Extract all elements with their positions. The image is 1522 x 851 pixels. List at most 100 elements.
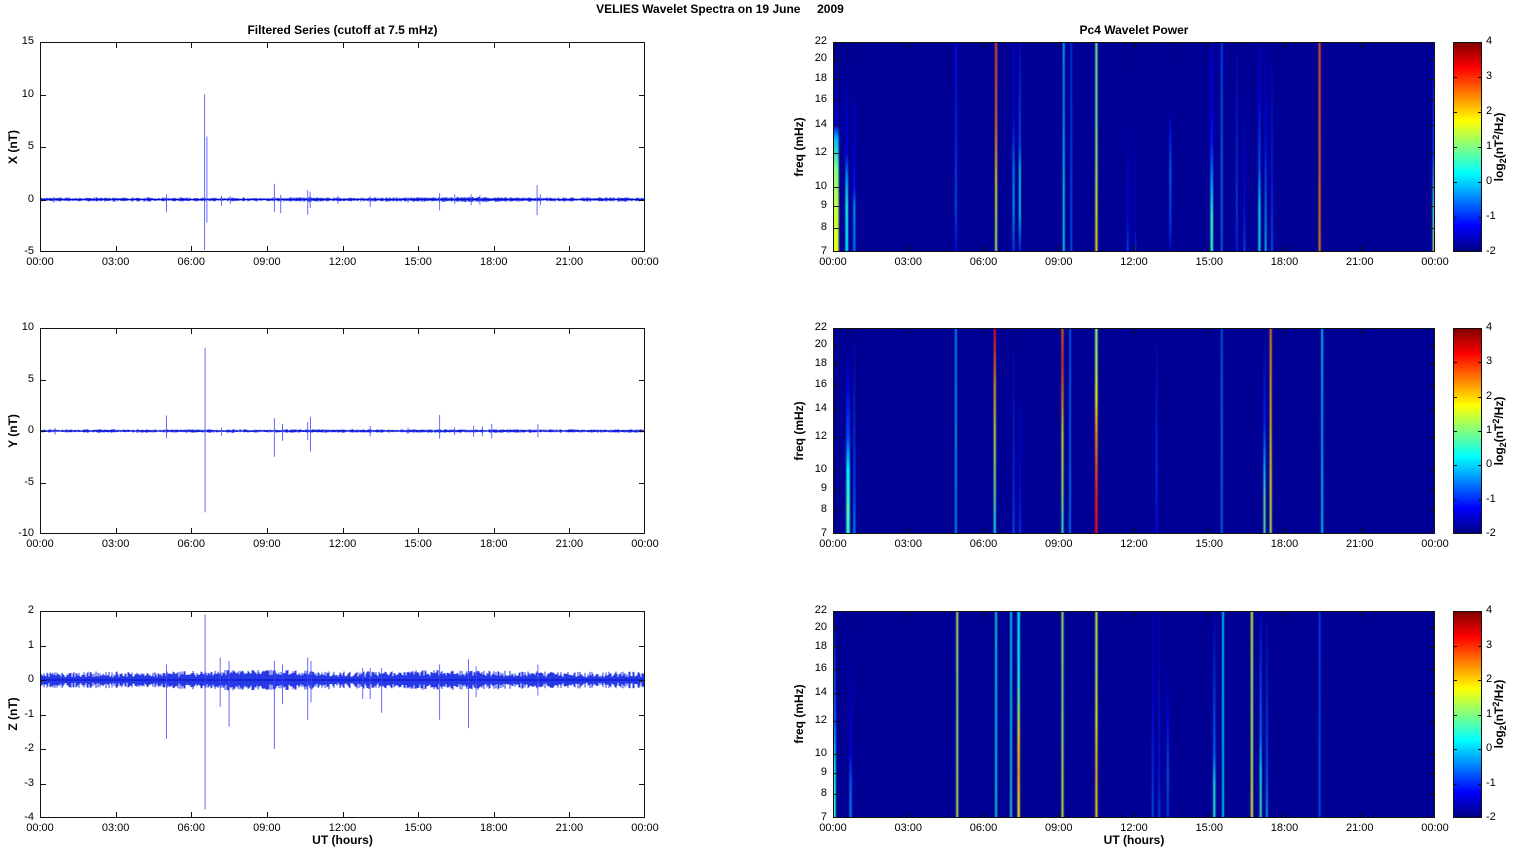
- colorbar-tick-label: 3: [1486, 355, 1493, 368]
- freq-tick-label: 20: [814, 621, 827, 634]
- y-tick-label: 15: [21, 35, 34, 47]
- colorbar-tick-label: 4: [1486, 321, 1493, 333]
- x-tick-label: 12:00: [328, 538, 357, 550]
- freq-tick-label: 16: [814, 378, 827, 391]
- figure-suptitle: VELIES Wavelet Spectra on 19 June 2009: [596, 2, 844, 16]
- x-tick-label: 12:00: [1120, 822, 1148, 834]
- freq-tick-label: 12: [814, 713, 827, 726]
- freq-tick-label: 18: [814, 640, 827, 653]
- freq-tick-label: 18: [814, 71, 827, 84]
- x-tick-label: 06:00: [177, 256, 206, 268]
- x-tick-label: 00:00: [26, 256, 54, 268]
- x-tick-label: 18:00: [479, 822, 508, 834]
- y-tick-label: 10: [21, 87, 34, 100]
- y-wavelet-svg: [833, 328, 1435, 535]
- colorbar-tick-label: -1: [1486, 776, 1496, 789]
- colorbar-tick-label: 3: [1486, 70, 1493, 82]
- colorbar-tick-label: -2: [1486, 245, 1496, 257]
- y-series-plot: [39, 328, 646, 535]
- x-tick-label: 09:00: [1044, 256, 1073, 268]
- x-tick-label: 12:00: [328, 256, 357, 268]
- x-tick-label: 12:00: [1120, 256, 1148, 268]
- x-tick-label: 06:00: [969, 538, 998, 550]
- freq-tick-label: 7: [820, 811, 827, 823]
- colorbar-tick-label: -1: [1486, 210, 1496, 222]
- freq-tick-label: 10: [814, 746, 827, 759]
- x-tick-label: 15:00: [1195, 538, 1224, 550]
- y-tick-label: -10: [18, 527, 34, 539]
- y-tick-label: 0: [27, 424, 34, 436]
- freq-tick-label: 9: [820, 198, 827, 211]
- z-wavelet-plot: [833, 611, 1435, 819]
- y-wavelet-colorbar-svg: [1453, 328, 1482, 534]
- x-tick-label: 00:00: [631, 822, 659, 834]
- x-tick-label: 03:00: [894, 256, 923, 268]
- colorbar-tick-label: -1: [1486, 492, 1496, 505]
- x-tick-label: 21:00: [555, 538, 584, 550]
- x-tick-label: 15:00: [1195, 822, 1224, 834]
- x-tick-label: 18:00: [1270, 822, 1299, 834]
- x-tick-label: 21:00: [1345, 538, 1374, 550]
- freq-tick-label: 20: [814, 338, 827, 351]
- x-tick-label: 03:00: [894, 822, 923, 834]
- freq-tick-label: 8: [820, 220, 827, 233]
- x-tick-label: 00:00: [819, 822, 847, 834]
- x-tick-label: 21:00: [1345, 822, 1374, 834]
- freq-tick-label: 22: [814, 321, 827, 333]
- freq-tick-label: 14: [814, 402, 827, 415]
- x-tick-label: 09:00: [253, 822, 281, 834]
- z-series-svg: [39, 611, 646, 819]
- x-tick-label: 18:00: [479, 256, 508, 268]
- wavelet-events: [834, 43, 1434, 251]
- freq-tick-label: 9: [820, 481, 827, 494]
- x-tick-label: 09:00: [1044, 822, 1073, 834]
- freq-tick-label: 14: [814, 117, 827, 130]
- x-tick-label: 09:00: [253, 538, 281, 550]
- z-series-plot: [39, 611, 646, 819]
- x-tick-label: 15:00: [404, 822, 432, 834]
- y-wavelet-colorbar: [1453, 328, 1482, 534]
- freq-tick-label: 12: [814, 146, 827, 159]
- colorbar-tick-label: 0: [1486, 742, 1493, 754]
- ut-hours-label-left: UT (hours): [312, 833, 373, 847]
- colorbar-tick-label: 0: [1486, 458, 1493, 471]
- x-tick-label: 21:00: [555, 256, 584, 268]
- x-tick-label: 00:00: [631, 538, 659, 550]
- x-tick-label: 21:00: [1345, 256, 1374, 268]
- x-tick-label: 06:00: [177, 822, 206, 834]
- freq-tick-label: 7: [820, 245, 827, 257]
- freq-tick-label: 12: [814, 430, 827, 443]
- colorbar-tick-label: 4: [1486, 35, 1493, 47]
- x-tick-label: 00:00: [26, 538, 54, 550]
- colorbar-tick-label: 3: [1486, 638, 1493, 651]
- x-tick-label: 06:00: [177, 538, 206, 550]
- freq-tick-label: 8: [820, 786, 827, 799]
- x-tick-label: 12:00: [328, 822, 357, 834]
- x-tick-label: 09:00: [1044, 538, 1073, 550]
- x-tick-label: 21:00: [555, 822, 584, 834]
- freq-tick-label: 10: [814, 179, 827, 192]
- freq-tick-label: 9: [820, 765, 827, 778]
- y-tick-label: -4: [24, 811, 34, 823]
- x-wavelet-plot: [833, 42, 1435, 253]
- x-tick-label: 03:00: [101, 822, 130, 834]
- y-tick-label: -3: [24, 776, 34, 789]
- colorbar-tick-label: -2: [1486, 527, 1496, 539]
- colorbar-tick-label: 1: [1486, 707, 1493, 720]
- freq-tick-label: 18: [814, 357, 827, 370]
- colorbar-tick-label: 2: [1486, 105, 1493, 117]
- x-series-plot: [39, 42, 646, 253]
- freq-tick-label: 16: [814, 93, 827, 106]
- y-tick-label: -5: [24, 475, 34, 488]
- x-tick-label: 09:00: [253, 256, 281, 268]
- x-tick-label: 06:00: [969, 256, 998, 268]
- x-tick-label: 15:00: [1195, 256, 1224, 268]
- x-tick-label: 00:00: [26, 822, 54, 834]
- x-wavelet-svg: [833, 42, 1435, 253]
- y-tick-label: 0: [27, 673, 34, 685]
- y-tick-label: 10: [21, 321, 34, 333]
- colorbar-tick-label: 0: [1486, 175, 1493, 187]
- x-wavelet-colorbar: [1453, 42, 1482, 252]
- colorbar-tick-label: 4: [1486, 604, 1493, 616]
